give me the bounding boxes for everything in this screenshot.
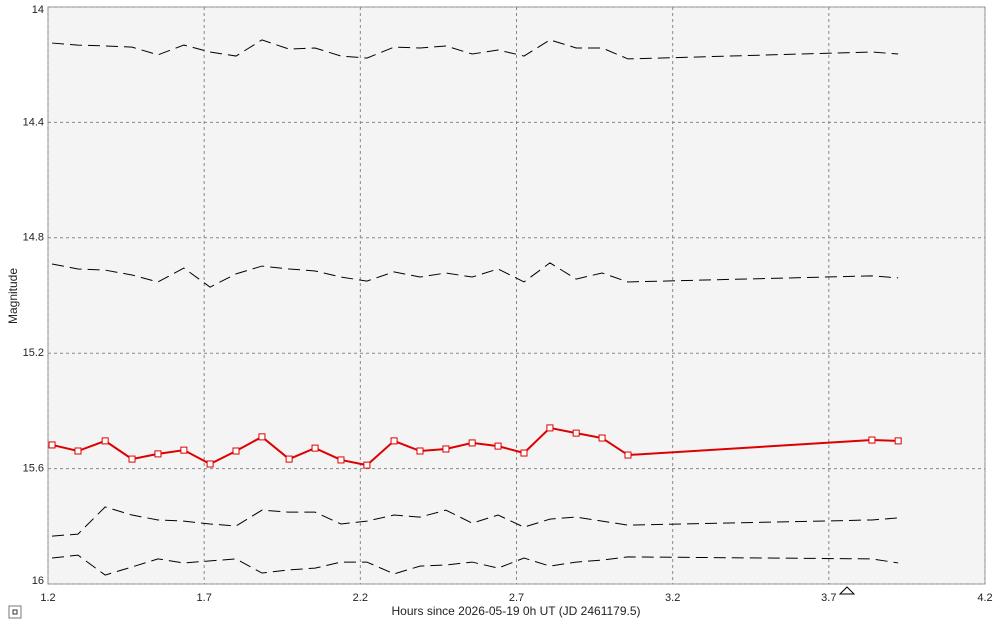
series-line [52, 39, 899, 60]
y-tick-label: 15.6 [23, 463, 44, 475]
data-point [442, 445, 450, 453]
x-tick-label: 1.7 [197, 592, 212, 604]
y-tick-label: 14.4 [23, 116, 44, 128]
y-tick-label: 16 [32, 575, 44, 587]
y-tick-label: 14.8 [23, 232, 44, 244]
time-marker [838, 586, 856, 595]
x-axis-label: Hours since 2026-05-19 0h UT (JD 2461179… [391, 604, 640, 618]
x-tick-label: 4.2 [977, 592, 992, 604]
data-point [311, 444, 319, 452]
x-tick-label: 2.2 [353, 592, 368, 604]
data-point [337, 456, 345, 464]
data-point [206, 460, 214, 468]
data-point [894, 437, 902, 445]
data-point [180, 446, 188, 454]
data-point [520, 449, 528, 457]
data-point [258, 433, 266, 441]
data-point [624, 451, 632, 459]
x-tick-label: 3.2 [665, 592, 680, 604]
data-point [363, 461, 371, 469]
x-tick-label: 2.7 [509, 592, 524, 604]
series-line [51, 262, 899, 288]
data-point [154, 450, 162, 458]
data-point [494, 442, 502, 450]
series-line [52, 506, 899, 537]
data-point [232, 447, 240, 455]
toggle-button[interactable] [8, 605, 22, 619]
y-tick-label: 14 [32, 4, 44, 16]
y-axis-label: Magnitude [6, 268, 20, 324]
y-tick-label: 15.2 [23, 347, 44, 359]
data-point [128, 455, 136, 463]
series-line [52, 554, 899, 576]
x-tick-label: 1.2 [40, 592, 55, 604]
data-point [390, 437, 398, 445]
data-point [468, 439, 476, 447]
data-point [101, 437, 109, 445]
data-point [285, 455, 293, 463]
data-point [74, 447, 82, 455]
data-point [598, 434, 606, 442]
x-tick-label: 3.7 [821, 592, 836, 604]
series-layer [48, 39, 902, 576]
toggle-icon [12, 609, 18, 615]
data-point [572, 429, 580, 437]
data-point [48, 441, 56, 449]
data-point [416, 447, 424, 455]
data-point [868, 436, 876, 444]
data-point [546, 424, 554, 432]
grid [47, 6, 986, 585]
